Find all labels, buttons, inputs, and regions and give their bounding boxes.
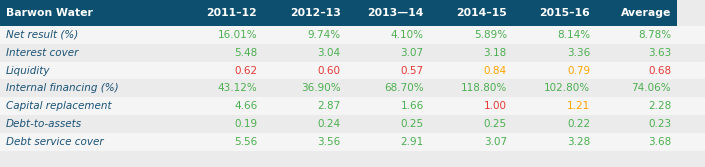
Text: 68.70%: 68.70% [384,84,424,93]
Text: 2.87: 2.87 [317,101,341,111]
Text: Average: Average [621,8,671,18]
Bar [180,0,263,26]
Text: 2013—14: 2013—14 [367,8,424,18]
Text: 0.62: 0.62 [234,66,257,75]
Text: Interest cover: Interest cover [6,48,78,58]
Text: 3.36: 3.36 [567,48,590,58]
Bar [513,0,596,26]
Text: 0.60: 0.60 [317,66,341,75]
Text: 4.10%: 4.10% [391,30,424,40]
Text: 5.89%: 5.89% [474,30,507,40]
Text: 8.14%: 8.14% [557,30,590,40]
Text: 1.66: 1.66 [400,101,424,111]
Text: 2.91: 2.91 [400,137,424,147]
Bar [0,97,705,115]
Bar [0,44,705,62]
Bar [0,62,705,79]
Text: 0.68: 0.68 [648,66,671,75]
Text: 3.28: 3.28 [567,137,590,147]
Bar [0,133,705,151]
Text: 16.01%: 16.01% [218,30,257,40]
Text: 1.00: 1.00 [484,101,507,111]
Text: 3.07: 3.07 [400,48,424,58]
Text: 0.57: 0.57 [400,66,424,75]
Text: 9.74%: 9.74% [307,30,341,40]
Text: 43.12%: 43.12% [218,84,257,93]
Text: 36.90%: 36.90% [301,84,341,93]
Text: 5.48: 5.48 [234,48,257,58]
Text: 3.63: 3.63 [648,48,671,58]
Text: 0.25: 0.25 [400,119,424,129]
Text: Net result (%): Net result (%) [6,30,78,40]
Bar [429,0,513,26]
Text: 5.56: 5.56 [234,137,257,147]
Text: 0.24: 0.24 [317,119,341,129]
Text: 2014–15: 2014–15 [456,8,507,18]
Text: 8.78%: 8.78% [638,30,671,40]
Bar [0,115,705,133]
Text: 3.04: 3.04 [317,48,341,58]
Text: 3.18: 3.18 [484,48,507,58]
Text: 102.80%: 102.80% [544,84,590,93]
Bar [346,0,429,26]
Text: 74.06%: 74.06% [632,84,671,93]
Text: 0.84: 0.84 [484,66,507,75]
Text: Debt-to-assets: Debt-to-assets [6,119,82,129]
Text: 118.80%: 118.80% [460,84,507,93]
Text: Capital replacement: Capital replacement [6,101,111,111]
Text: 0.79: 0.79 [567,66,590,75]
Text: 2.28: 2.28 [648,101,671,111]
Text: 3.68: 3.68 [648,137,671,147]
Text: 3.07: 3.07 [484,137,507,147]
Text: 1.21: 1.21 [567,101,590,111]
Bar [0,26,705,44]
Text: Internal financing (%): Internal financing (%) [6,84,118,93]
Text: 2011–12: 2011–12 [207,8,257,18]
Text: Liquidity: Liquidity [6,66,50,75]
Text: 0.19: 0.19 [234,119,257,129]
Text: Debt service cover: Debt service cover [6,137,103,147]
Text: Barwon Water: Barwon Water [6,8,92,18]
Text: 0.22: 0.22 [567,119,590,129]
Bar [0,0,180,26]
Text: 0.23: 0.23 [648,119,671,129]
Text: 2015–16: 2015–16 [539,8,590,18]
Bar [263,0,346,26]
Text: 4.66: 4.66 [234,101,257,111]
Text: 0.25: 0.25 [484,119,507,129]
Bar [0,79,705,97]
Text: 3.56: 3.56 [317,137,341,147]
Text: 2012–13: 2012–13 [290,8,341,18]
Bar [596,0,677,26]
